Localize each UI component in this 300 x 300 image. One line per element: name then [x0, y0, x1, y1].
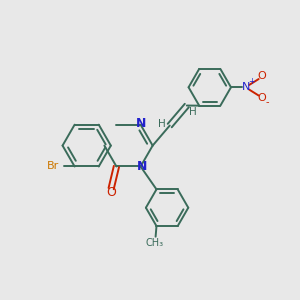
Text: O: O — [257, 71, 266, 81]
Text: Br: Br — [47, 161, 59, 172]
Text: -: - — [265, 97, 269, 107]
Text: H: H — [158, 119, 165, 129]
Text: O: O — [106, 187, 116, 200]
Text: N: N — [135, 117, 146, 130]
Text: +: + — [248, 77, 255, 86]
Text: N: N — [137, 160, 147, 173]
Text: CH₃: CH₃ — [146, 238, 164, 248]
Text: O: O — [257, 94, 266, 103]
Text: N: N — [242, 82, 250, 92]
Text: H: H — [189, 107, 197, 117]
